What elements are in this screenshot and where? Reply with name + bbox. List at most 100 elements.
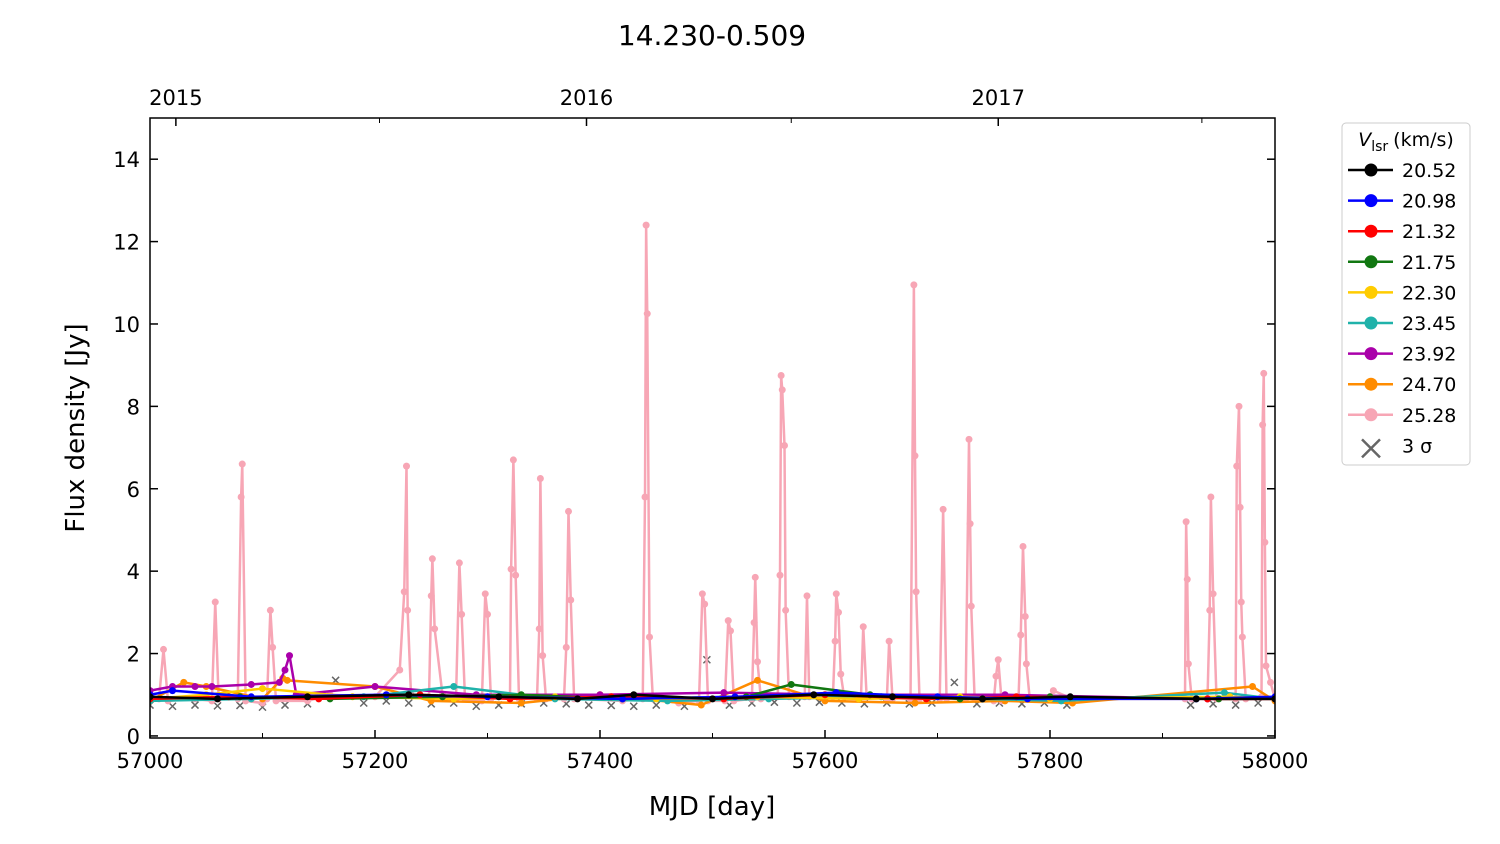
legend-title-unit: (km/s)	[1393, 129, 1454, 151]
data-point	[266, 606, 274, 614]
legend-title: Vlsr (km/s)	[1358, 129, 1454, 155]
data-point	[507, 565, 515, 573]
legend-label: 23.45	[1402, 313, 1456, 335]
x-tick-label: 57000	[117, 749, 184, 773]
data-point	[495, 693, 503, 701]
sigma-marker	[235, 701, 245, 710]
data-point	[697, 701, 705, 709]
data-point	[859, 623, 867, 631]
sigma-marker	[213, 701, 222, 710]
x2-tick-label: 2015	[149, 86, 202, 110]
data-point	[641, 493, 649, 501]
data-point	[574, 695, 581, 703]
sigma-marker	[404, 698, 413, 708]
data-point	[1238, 633, 1246, 641]
data-point	[1019, 542, 1027, 550]
legend-marker	[1364, 224, 1378, 238]
y-tick-label: 12	[113, 231, 140, 255]
data-point	[778, 386, 786, 394]
sigma-marker	[280, 701, 290, 710]
data-point	[567, 596, 575, 604]
sigma-marker	[792, 698, 801, 708]
legend: Vlsr (km/s) 20.52 20.98 21.32 21.75 22.30 23.4…	[1341, 122, 1471, 466]
sigma-marker	[652, 701, 661, 710]
data-point	[211, 598, 219, 606]
legend-label: 24.70	[1402, 374, 1456, 396]
series-line	[150, 693, 1275, 701]
data-point	[832, 590, 840, 598]
data-point	[427, 592, 435, 600]
data-point	[1049, 687, 1057, 695]
y-tick-label: 4	[127, 560, 140, 584]
y-axis-label: Flux density [Jy]	[61, 323, 91, 532]
data-point	[837, 670, 845, 678]
legend-label: 21.75	[1402, 252, 1456, 274]
data-point	[1267, 678, 1274, 686]
data-point	[286, 652, 293, 660]
data-point	[1017, 631, 1025, 639]
legend-marker	[1364, 285, 1378, 299]
data-point	[781, 442, 788, 450]
data-point	[751, 573, 759, 581]
data-point	[450, 683, 458, 691]
sigma-marker	[472, 702, 481, 711]
data-point	[396, 666, 404, 674]
data-point	[481, 590, 489, 598]
legend-marker	[1364, 255, 1378, 269]
data-point	[979, 695, 986, 703]
data-point	[910, 281, 918, 289]
data-point	[889, 693, 896, 701]
data-point	[1237, 598, 1245, 606]
legend-marker	[1364, 377, 1378, 391]
data-point	[709, 695, 716, 703]
sigma-marker	[168, 702, 177, 711]
data-point	[1235, 402, 1243, 410]
data-point	[701, 600, 709, 608]
y-tick-label: 8	[127, 395, 140, 419]
x-tick-label: 57400	[567, 749, 634, 773]
data-point	[1182, 518, 1190, 526]
data-point	[750, 619, 758, 627]
data-point	[992, 672, 1000, 680]
x-tick-label: 57200	[342, 749, 409, 773]
data-point	[400, 588, 408, 596]
series-line	[150, 654, 1275, 701]
data-point	[431, 625, 439, 633]
data-point	[247, 680, 255, 688]
data-point	[259, 685, 266, 693]
data-point	[404, 606, 412, 614]
x-tick-label: 57800	[1017, 749, 1084, 773]
data-point	[160, 645, 167, 653]
data-point	[150, 693, 154, 701]
chart-title: 14.230-0.509	[618, 19, 806, 52]
legend-marker	[1364, 316, 1378, 330]
data-point	[562, 643, 570, 651]
y-tick-label: 6	[127, 478, 140, 502]
x2-tick-label: 2017	[972, 86, 1025, 110]
data-point	[405, 691, 413, 699]
data-point	[517, 699, 525, 707]
data-point	[776, 571, 784, 579]
data-point	[1192, 695, 1200, 703]
y-tick-label: 14	[113, 148, 140, 172]
data-point	[269, 643, 277, 651]
data-point	[1209, 590, 1217, 598]
data-point	[810, 691, 818, 699]
data-point	[458, 610, 466, 618]
data-point	[965, 435, 973, 443]
legend-label: 21.32	[1402, 221, 1456, 243]
data-point	[1271, 695, 1275, 703]
data-point	[1206, 606, 1214, 614]
data-point	[646, 633, 653, 641]
data-point	[911, 452, 919, 460]
legend-marker	[1364, 347, 1378, 361]
data-point	[536, 474, 544, 482]
data-point	[912, 588, 920, 596]
data-point	[281, 666, 289, 674]
data-point	[1249, 683, 1256, 691]
data-point	[831, 637, 839, 645]
y-tick-label: 2	[127, 643, 140, 667]
data-point	[214, 695, 221, 703]
data-point	[754, 658, 761, 666]
